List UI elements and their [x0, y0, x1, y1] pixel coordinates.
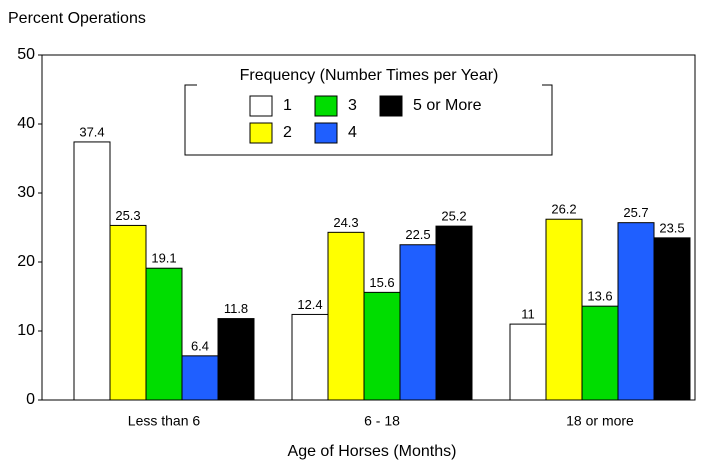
bar	[181, 355, 219, 401]
y-tick-label: 30	[17, 184, 35, 201]
bar	[653, 237, 691, 401]
bar	[617, 222, 655, 401]
bar	[109, 224, 147, 401]
y-tick-label: 0	[26, 391, 35, 408]
value-label: 26.2	[551, 202, 576, 217]
value-label: 22.5	[405, 227, 430, 242]
bar	[399, 244, 437, 401]
bar	[363, 291, 401, 401]
y-tick-label: 40	[17, 115, 35, 132]
legend-label: 1	[283, 97, 292, 114]
bar	[435, 225, 473, 401]
legend-swatch	[249, 95, 273, 117]
value-label: 13.6	[587, 289, 612, 304]
bar	[73, 141, 111, 401]
legend-swatch	[314, 122, 338, 144]
x-tick-label: Less than 6	[128, 413, 201, 429]
x-axis-label: Age of Horses (Months)	[288, 443, 457, 460]
value-label: 25.3	[115, 208, 140, 223]
bar	[327, 231, 365, 401]
value-label: 12.4	[297, 297, 322, 312]
value-label: 23.5	[659, 220, 684, 235]
legend-title-bg	[197, 66, 542, 86]
legend-label: 3	[348, 97, 357, 114]
value-label: 25.7	[623, 205, 648, 220]
value-label: 11.8	[224, 301, 248, 316]
value-label: 24.3	[333, 215, 358, 230]
legend-title: Frequency (Number Times per Year)	[240, 67, 499, 84]
y-tick-label: 20	[17, 253, 35, 270]
value-label: 11	[521, 307, 535, 322]
bar	[545, 218, 583, 401]
value-label: 6.4	[191, 338, 209, 353]
legend-label: 2	[283, 124, 292, 141]
legend-swatch	[379, 95, 403, 117]
legend-label: 4	[348, 124, 357, 141]
x-tick-label: 18 or more	[566, 413, 634, 429]
value-label: 19.1	[151, 251, 176, 266]
y-tick-label: 50	[17, 46, 35, 63]
legend-label: 5 or More	[413, 97, 482, 114]
x-tick-label: 6 - 18	[364, 413, 400, 429]
value-label: 15.6	[369, 275, 394, 290]
value-label: 37.4	[79, 124, 104, 139]
bar	[509, 323, 547, 401]
legend-swatch	[314, 95, 338, 117]
bar	[291, 313, 329, 401]
legend-swatch	[249, 122, 273, 144]
bar	[217, 318, 255, 401]
legend-box	[184, 84, 553, 156]
y-axis-label: Percent Operations	[8, 10, 146, 27]
bar	[145, 267, 183, 401]
value-label: 25.2	[441, 209, 466, 224]
y-tick-label: 10	[17, 322, 35, 339]
bar	[581, 305, 619, 401]
